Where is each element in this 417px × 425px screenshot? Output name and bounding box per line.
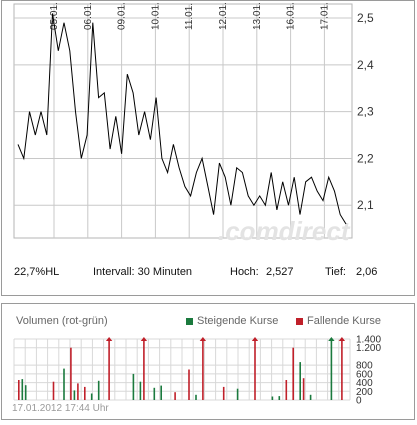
volume-bar-falling <box>52 381 55 400</box>
volume-bar-rising <box>236 388 239 400</box>
volume-tick-label: 0 <box>356 396 362 407</box>
volume-tick-label: 200 <box>356 387 373 398</box>
date-label: 09.01. <box>117 2 128 30</box>
volume-bar-falling <box>188 369 190 400</box>
volume-tick-label: 1.400 <box>356 335 381 346</box>
volume-tick-label: 600 <box>356 369 373 380</box>
volume-bar-rising <box>278 396 281 400</box>
volume-bar-rising <box>132 373 135 400</box>
volume-bar-falling <box>285 380 288 400</box>
volume-bar-rising <box>73 390 76 400</box>
price-chart: .comdirect 05.01. 06.01. 09.01. 10.01. 11.01… <box>13 2 374 246</box>
volume-bar-rising <box>24 385 27 400</box>
low-label: Tief: <box>325 266 346 278</box>
high-label: Hoch: <box>230 266 259 278</box>
volume-bar-falling <box>77 383 79 400</box>
volume-bar-falling <box>341 339 343 400</box>
volume-tick-label: 400 <box>356 378 373 389</box>
date-label: 12.01. <box>218 2 229 30</box>
volume-bar-rising <box>330 339 333 400</box>
interval-stat: Intervall: 30 Minuten <box>93 266 193 278</box>
volume-bar-rising <box>309 394 312 400</box>
volume-bar-rising <box>160 385 162 400</box>
price-line <box>17 13 347 225</box>
volume-bar-rising <box>21 379 24 400</box>
volume-bar-falling <box>108 339 110 400</box>
hl-stat: 22,7%HL <box>14 266 60 278</box>
volume-bar-rising <box>299 362 301 400</box>
date-labels: 05.01. 06.01. 09.01. 10.01. 11.01. 12.01. 13.0… <box>49 2 330 30</box>
date-label: 10.01. <box>150 2 161 30</box>
volume-bar-rising <box>63 368 65 400</box>
price-axis-labels: 2,5 2,4 2,3 2,2 2,1 <box>357 11 374 212</box>
volume-bar-falling <box>143 339 145 400</box>
volume-bars <box>18 337 346 400</box>
overflow-arrow-icon <box>338 337 346 341</box>
volume-bar-rising <box>97 380 100 400</box>
volume-bar-rising <box>153 387 156 400</box>
rising-legend-swatch <box>186 318 193 325</box>
volume-bar-falling <box>70 347 72 400</box>
date-label: 16.01. <box>286 2 297 30</box>
volume-bar-rising <box>90 393 93 400</box>
volume-tick-label: 1.200 <box>356 343 381 354</box>
price-tick-label: 2,4 <box>357 58 374 72</box>
rising-legend-label: Steigende Kurse <box>197 315 279 327</box>
volume-bar-falling <box>222 386 225 400</box>
volume-bar-falling <box>302 378 305 400</box>
falling-legend-swatch <box>296 318 303 325</box>
volume-bar-falling <box>292 347 294 400</box>
date-label: 06.01. <box>83 2 94 30</box>
date-label: 05.01. <box>49 2 60 30</box>
date-label: 13.01. <box>252 2 263 30</box>
volume-bar-falling <box>174 392 176 400</box>
timestamp: 17.01.2012 17:44 Uhr <box>12 403 109 414</box>
price-tick-label: 2,1 <box>357 198 374 212</box>
high-value: 2,527 <box>266 266 294 278</box>
overflow-arrow-icon <box>105 337 113 341</box>
volume-bar-rising <box>139 381 142 400</box>
low-value: 2,06 <box>356 266 378 278</box>
price-tick-label: 2,3 <box>357 105 374 119</box>
volume-bar-falling <box>254 339 256 400</box>
overflow-arrow-icon <box>140 337 148 341</box>
volume-bar-falling <box>18 380 20 400</box>
overflow-arrow-icon <box>328 337 335 341</box>
date-label: 11.01. <box>184 3 195 30</box>
date-label: 17.01. <box>319 2 330 30</box>
volume-bar-falling <box>202 339 204 400</box>
falling-legend-label: Fallende Kurse <box>307 315 381 327</box>
volume-bar-falling <box>84 386 86 400</box>
price-tick-label: 2,5 <box>357 11 374 25</box>
volume-bar-rising <box>195 394 197 400</box>
watermark: .comdirect <box>218 216 351 246</box>
overflow-arrow-icon <box>251 337 259 341</box>
volume-tick-label: 800 <box>356 361 373 372</box>
price-tick-label: 2,2 <box>357 151 374 165</box>
plot-frame <box>13 3 353 239</box>
volume-title: Volumen (rot-grün) <box>16 315 108 327</box>
overflow-arrow-icon <box>199 337 207 341</box>
volume-bar-rising <box>271 396 274 400</box>
price-grid <box>13 3 353 239</box>
